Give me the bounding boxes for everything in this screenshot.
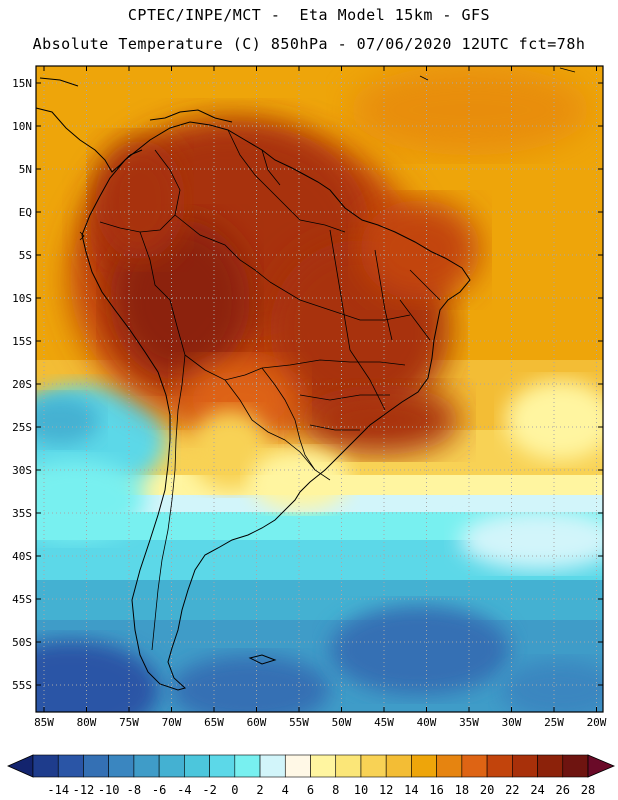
colorbar-label: -14 [47,783,69,797]
lat-label: 10N [12,120,32,133]
colorbar-label: 28 [581,783,595,797]
colorbar-label: 12 [379,783,393,797]
colorbar-label: -10 [98,783,120,797]
lon-label: 75W [119,716,139,729]
lat-label: 35S [12,507,32,520]
lon-label: 40W [417,716,437,729]
colorbar-swatch [335,754,362,778]
colorbar-label: 10 [354,783,368,797]
colorbar-swatch [385,754,412,778]
colorbar-label: 4 [282,783,289,797]
lat-label: 25S [12,421,32,434]
country-borders [99,129,441,651]
colorbar-swatch [133,754,160,778]
lon-label: 20W [587,716,607,729]
colorbar-swatch [83,754,109,778]
lon-label: 70W [162,716,182,729]
south-america-coast [81,121,471,691]
lat-label: 5N [19,163,32,176]
colorbar-label: 24 [530,783,544,797]
lon-label: 60W [247,716,267,729]
temperature-field [36,66,603,712]
colorbar-swatch [32,754,59,778]
colorbar-swatch [259,754,286,778]
lat-label: 40S [12,550,32,563]
lat-label: 45S [12,593,32,606]
colorbar-label: -2 [202,783,216,797]
colorbar-swatch [209,754,236,778]
falklands-coast [248,654,277,665]
colorbar [7,754,616,778]
colorbar-swatch [436,754,463,778]
colorbar-over-arrow [587,754,616,778]
colorbar-swatch [562,754,589,778]
colorbar-swatch [411,754,437,778]
lon-label: 30W [502,716,522,729]
colorbar-label: 0 [231,783,238,797]
lon-label: 65W [204,716,224,729]
colorbar-label: 22 [505,783,519,797]
colorbar-label: -4 [177,783,191,797]
lat-label: 5S [19,249,32,262]
cuba-coast [39,77,79,87]
lon-label: 85W [34,716,54,729]
longitude-axis: 85W 80W 75W 70W 65W 60W 55W 50W 45W 40W 35W 30W 25W 2… [34,66,607,729]
title-line-2: Absolute Temperature (C) 850hPa - 07/06/… [32,35,586,53]
title-line-1: CPTEC/INPE/MCT - Eta Model 15km - GFS [127,6,491,24]
colorbar-label: 8 [332,783,339,797]
caribbean-coast [149,109,233,123]
plot-frame [35,65,604,713]
lon-label: 50W [332,716,352,729]
colorbar-labels: -14 -12 -10 -8 -6 -4 -2 0 2 4 6 8 10 12 14 16 18 20 22 24 26… [47,783,595,797]
lat-label: 20S [12,378,32,391]
lat-label: 30S [12,464,32,477]
colorbar-swatch [108,754,135,778]
lon-label: 25W [544,716,564,729]
coastlines [35,67,576,691]
lon-label: 80W [77,716,97,729]
latitude-axis: 15N 10N 5N EQ 5S 10S 15S 20S 25S 30S 35S 40S 45S 50S 5… [12,77,603,692]
colorbar-label: 6 [307,783,314,797]
graticule [36,66,603,712]
colorbar-swatch [537,754,564,778]
colorbar-swatch [158,754,185,778]
lon-label: 55W [289,716,309,729]
colorbar-swatch [284,754,311,778]
lon-label: 45W [374,716,394,729]
colorbar-swatch [486,754,513,778]
colorbar-swatch [57,754,84,778]
colorbar-label: 18 [455,783,469,797]
lat-label: 50S [12,636,32,649]
colorbar-label: -8 [127,783,141,797]
colorbar-under-arrow [7,754,34,778]
colorbar-label: -12 [73,783,95,797]
central-america-coast [35,107,143,173]
colorbar-label: 16 [429,783,443,797]
lat-label: 55S [12,679,32,692]
colorbar-label: 20 [480,783,494,797]
lat-label: EQ [19,206,32,219]
colorbar-swatch [461,754,488,778]
lon-label: 35W [459,716,479,729]
lat-label: 10S [12,292,32,305]
colorbar-swatch [512,754,538,778]
colorbar-swatch [184,754,210,778]
colorbar-label: 2 [256,783,263,797]
colorbar-swatch [234,754,261,778]
colorbar-label: 26 [556,783,570,797]
colorbar-label: -6 [152,783,166,797]
colorbar-label: 14 [404,783,418,797]
lat-label: 15S [12,335,32,348]
colorbar-swatch [360,754,387,778]
lat-label: 15N [12,77,32,90]
colorbar-swatch [310,754,337,778]
